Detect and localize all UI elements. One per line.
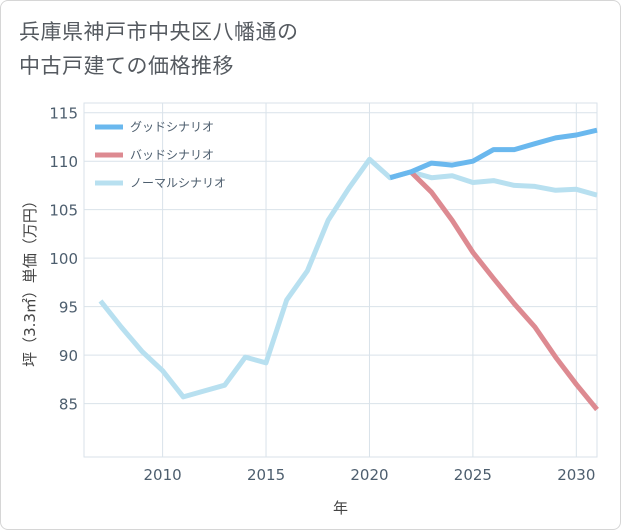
y-tick-label: 110: [49, 153, 78, 171]
legend-label: バッドシナリオ: [130, 148, 214, 162]
series-line-bad: [409, 170, 599, 412]
y-tick-label: 95: [59, 299, 78, 317]
legend-label: ノーマルシナリオ: [130, 176, 226, 190]
chart-title-line-2: 中古戸建ての価格推移: [19, 54, 234, 78]
y-axis-title: 坪（3.3㎡）単価（万円）: [21, 193, 39, 367]
y-tick-label: 105: [49, 202, 78, 220]
y-tick-label: 90: [59, 347, 78, 365]
x-axis-title: 年: [333, 499, 348, 517]
x-tick-label: 2020: [350, 466, 388, 484]
x-tick-label: 2015: [247, 466, 285, 484]
y-tick-label: 100: [49, 250, 78, 268]
x-tick-label: 2010: [144, 466, 182, 484]
x-tick-label: 2030: [557, 466, 595, 484]
x-tick-label: 2025: [454, 466, 492, 484]
series-line-good: [389, 127, 598, 181]
y-tick-label: 85: [59, 396, 78, 414]
chart-title-line-1: 兵庫県神戸市中央区八幡通の: [19, 20, 299, 44]
series-lines: [98, 127, 599, 412]
chart-title: 兵庫県神戸市中央区八幡通の 中古戸建ての価格推移: [19, 15, 579, 83]
series-line-normal: [98, 156, 598, 400]
tick-labels: 85 90 95 100 105 110 115 2010 2015 2020 2025 2030: [49, 105, 595, 484]
y-tick-label: 115: [49, 105, 78, 123]
plot-area-border: [83, 102, 598, 458]
legend-label: グッドシナリオ: [130, 120, 214, 134]
